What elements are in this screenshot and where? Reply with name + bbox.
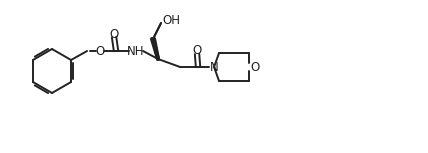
Text: N: N: [210, 60, 218, 73]
Text: O: O: [95, 45, 105, 58]
Text: O: O: [193, 43, 202, 56]
Text: OH: OH: [162, 13, 180, 26]
Text: O: O: [250, 60, 260, 73]
Polygon shape: [152, 39, 158, 59]
Text: O: O: [110, 28, 119, 41]
Text: NH: NH: [127, 45, 145, 58]
